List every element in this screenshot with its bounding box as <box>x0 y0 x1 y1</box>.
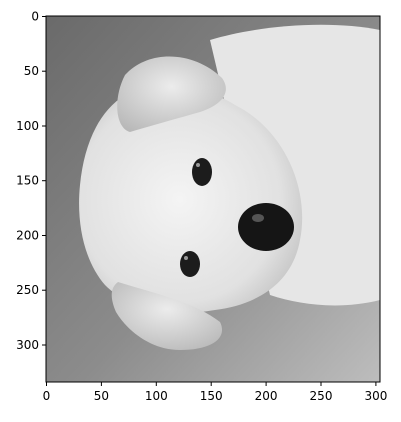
y-tick-label: 250 <box>16 283 39 297</box>
y-tick-label: 300 <box>16 338 39 352</box>
axes-frame <box>45 15 381 383</box>
puppy-head <box>79 86 303 313</box>
puppy-eye-upper <box>192 158 212 186</box>
puppy-ear-top <box>117 56 226 132</box>
x-tick-label: 250 <box>310 389 333 403</box>
puppy-nose <box>238 203 294 251</box>
y-tick-label: 200 <box>16 229 39 243</box>
x-tick-label: 0 <box>43 389 51 403</box>
puppy-image <box>46 16 380 382</box>
puppy-body <box>210 24 380 306</box>
x-tick-label: 50 <box>94 389 109 403</box>
puppy-eye-lower <box>180 251 200 277</box>
x-tick-label: 100 <box>145 389 168 403</box>
x-tick-label: 200 <box>255 389 278 403</box>
y-axis: 0 50 100 150 200 250 300 <box>16 10 46 352</box>
x-tick-label: 150 <box>200 389 223 403</box>
y-tick-label: 50 <box>24 64 39 78</box>
x-tick-label: 300 <box>364 389 387 403</box>
y-tick-label: 150 <box>16 174 39 188</box>
y-tick-label: 100 <box>16 119 39 133</box>
x-axis: 0 50 100 150 200 250 300 <box>43 382 387 403</box>
puppy-ear-bottom <box>111 282 223 350</box>
y-tick-label: 0 <box>31 10 39 24</box>
